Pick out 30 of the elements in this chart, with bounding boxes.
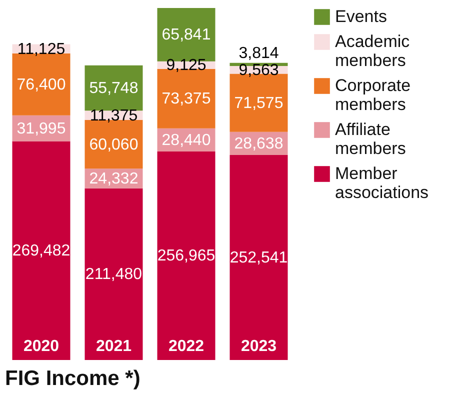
- data-label: 73,375: [162, 90, 211, 108]
- data-label: 28,638: [234, 135, 284, 152]
- data-label: 60,060: [89, 136, 138, 154]
- x-tick-label: 2020: [23, 338, 60, 355]
- data-label: 3,814: [238, 44, 279, 62]
- data-label: 211,480: [85, 266, 142, 284]
- bar: [12, 141, 70, 360]
- data-label: 28,440: [162, 132, 211, 149]
- bar: [230, 155, 288, 360]
- text: FIG Income *): [5, 367, 140, 390]
- bar: [84, 188, 143, 360]
- x-tick-label: 2022: [168, 338, 204, 355]
- x-tick-label: 2021: [96, 338, 132, 355]
- bar: [157, 151, 216, 360]
- data-label: 24,332: [89, 170, 138, 188]
- data-label: 269,482: [12, 242, 70, 260]
- legend-label: Member associations: [335, 164, 429, 202]
- legend-label: Corporate members: [335, 76, 411, 114]
- data-label: 252,541: [230, 250, 288, 267]
- legend-label: Affiliate members: [335, 120, 406, 158]
- x-tick-label: 2023: [240, 338, 277, 355]
- data-label: 71,575: [234, 94, 284, 112]
- data-label: 256,965: [157, 248, 216, 265]
- legend-label: Academic members: [335, 32, 410, 70]
- data-label: 65,841: [162, 26, 211, 44]
- legend-label: Events: [335, 7, 387, 26]
- bar: [84, 65, 143, 111]
- data-label: 31,995: [16, 120, 66, 138]
- data-label: 76,400: [16, 76, 66, 94]
- data-label: 55,748: [89, 80, 138, 98]
